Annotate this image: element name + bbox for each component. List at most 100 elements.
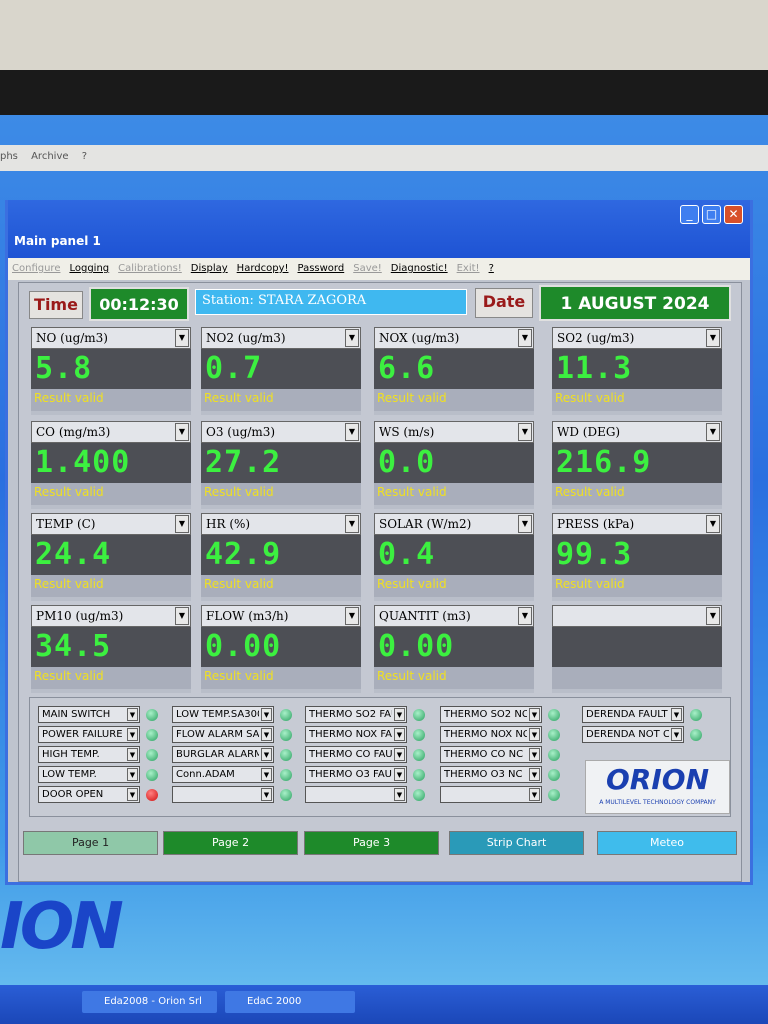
chevron-down-icon[interactable]: ▼ [394, 728, 405, 741]
menu-save[interactable]: Save! [353, 263, 382, 274]
page-button-2[interactable]: Page 2 [163, 831, 298, 855]
sensor-selector[interactable]: NO (ug/m3) ▼ [31, 327, 191, 349]
alarm-selector[interactable]: THERMO O3 NC ▼ [440, 766, 542, 783]
chevron-down-icon[interactable]: ▼ [529, 748, 540, 761]
chevron-down-icon[interactable]: ▼ [671, 728, 682, 741]
chevron-down-icon[interactable]: ▼ [518, 515, 532, 533]
maximize-button[interactable]: □ [702, 205, 721, 224]
chevron-down-icon[interactable]: ▼ [394, 768, 405, 781]
chevron-down-icon[interactable]: ▼ [518, 329, 532, 347]
chevron-down-icon[interactable]: ▼ [261, 788, 272, 801]
chevron-down-icon[interactable]: ▼ [175, 515, 189, 533]
alarm-selector[interactable]: Conn.ADAM ▼ [172, 766, 274, 783]
alarm-selector[interactable]: BURGLAR ALARM ▼ [172, 746, 274, 763]
alarm-selector[interactable]: ▼ [305, 786, 407, 803]
chevron-down-icon[interactable]: ▼ [261, 708, 272, 721]
chevron-down-icon[interactable]: ▼ [127, 768, 138, 781]
chevron-down-icon[interactable]: ▼ [127, 748, 138, 761]
sensor-selector[interactable]: SO2 (ug/m3) ▼ [552, 327, 722, 349]
chevron-down-icon[interactable]: ▼ [261, 728, 272, 741]
page-button-1[interactable]: Page 1 [23, 831, 158, 855]
menu-configure[interactable]: Configure [12, 263, 61, 274]
sensor-selector[interactable]: PM10 (ug/m3) ▼ [31, 605, 191, 627]
menu-password[interactable]: Password [297, 263, 345, 274]
sensor-selector[interactable]: O3 (ug/m3) ▼ [201, 421, 361, 443]
alarm-selector[interactable]: THERMO O3 FAUL ▼ [305, 766, 407, 783]
chevron-down-icon[interactable]: ▼ [175, 423, 189, 441]
chevron-down-icon[interactable]: ▼ [345, 329, 359, 347]
chevron-down-icon[interactable]: ▼ [175, 607, 189, 625]
taskbar-item-eda2008[interactable]: Eda2008 - Orion Srl [82, 991, 217, 1013]
menu-diagnostic[interactable]: Diagnostic! [390, 263, 448, 274]
chevron-down-icon[interactable]: ▼ [127, 708, 138, 721]
chevron-down-icon[interactable]: ▼ [127, 728, 138, 741]
page-button-3[interactable]: Page 3 [304, 831, 439, 855]
menu-archive[interactable]: Archive [31, 151, 69, 162]
sensor-selector[interactable]: QUANTIT (m3) ▼ [374, 605, 534, 627]
alarm-selector[interactable]: MAIN SWITCH ▼ [38, 706, 140, 723]
alarm-selector[interactable]: THERMO NOX NC ▼ [440, 726, 542, 743]
sensor-selector[interactable]: NOX (ug/m3) ▼ [374, 327, 534, 349]
menu-calibrations[interactable]: Calibrations! [118, 263, 182, 274]
sensor-selector[interactable]: WS (m/s) ▼ [374, 421, 534, 443]
alarm-selector[interactable]: THERMO CO FAUL ▼ [305, 746, 407, 763]
sensor-selector[interactable]: SOLAR (W/m2) ▼ [374, 513, 534, 535]
alarm-selector[interactable]: THERMO NOX FAU ▼ [305, 726, 407, 743]
chevron-down-icon[interactable]: ▼ [127, 788, 138, 801]
chevron-down-icon[interactable]: ▼ [345, 607, 359, 625]
chevron-down-icon[interactable]: ▼ [394, 748, 405, 761]
alarm-selector[interactable]: FLOW ALARM SA3 ▼ [172, 726, 274, 743]
chevron-down-icon[interactable]: ▼ [394, 788, 405, 801]
chevron-down-icon[interactable]: ▼ [706, 423, 720, 441]
chevron-down-icon[interactable]: ▼ [261, 748, 272, 761]
alarm-selector[interactable]: POWER FAILURE ▼ [38, 726, 140, 743]
chevron-down-icon[interactable]: ▼ [671, 708, 682, 721]
alarm-selector[interactable]: THERMO CO NC ▼ [440, 746, 542, 763]
chevron-down-icon[interactable]: ▼ [261, 768, 272, 781]
alarm-selector[interactable]: ▼ [440, 786, 542, 803]
menu-graphs[interactable]: phs [0, 151, 18, 162]
chevron-down-icon[interactable]: ▼ [518, 423, 532, 441]
title-bar: Main panel 1 _ □ ✕ [8, 200, 750, 258]
alarm-selector[interactable]: THERMO SO2 NC ▼ [440, 706, 542, 723]
taskbar-item-edac2000[interactable]: EdaC 2000 [225, 991, 355, 1013]
sensor-selector[interactable]: HR (%) ▼ [201, 513, 361, 535]
chevron-down-icon[interactable]: ▼ [394, 708, 405, 721]
menu-logging[interactable]: Logging [69, 263, 110, 274]
sensor-selector[interactable]: PRESS (kPa) ▼ [552, 513, 722, 535]
sensor-selector[interactable]: NO2 (ug/m3) ▼ [201, 327, 361, 349]
chevron-down-icon[interactable]: ▼ [706, 607, 720, 625]
sensor-selector[interactable]: CO (mg/m3) ▼ [31, 421, 191, 443]
chevron-down-icon[interactable]: ▼ [518, 607, 532, 625]
chevron-down-icon[interactable]: ▼ [345, 423, 359, 441]
alarm-selector[interactable]: LOW TEMP.SA300(▼ [172, 706, 274, 723]
chevron-down-icon[interactable]: ▼ [706, 515, 720, 533]
chevron-down-icon[interactable]: ▼ [529, 768, 540, 781]
alarm-selector[interactable]: THERMO SO2 FAU ▼ [305, 706, 407, 723]
minimize-button[interactable]: _ [680, 205, 699, 224]
chevron-down-icon[interactable]: ▼ [706, 329, 720, 347]
page-button-5[interactable]: Meteo [597, 831, 737, 855]
page-button-4[interactable]: Strip Chart [449, 831, 584, 855]
close-button[interactable]: ✕ [724, 205, 743, 224]
alarm-selector[interactable]: DOOR OPEN ▼ [38, 786, 140, 803]
menu-display[interactable]: Display [190, 263, 228, 274]
chevron-down-icon[interactable]: ▼ [175, 329, 189, 347]
chevron-down-icon[interactable]: ▼ [529, 708, 540, 721]
menu-help[interactable]: ? [81, 151, 88, 162]
chevron-down-icon[interactable]: ▼ [529, 728, 540, 741]
sensor-selector[interactable]: WD (DEG) ▼ [552, 421, 722, 443]
sensor-selector[interactable]: FLOW (m3/h) ▼ [201, 605, 361, 627]
chevron-down-icon[interactable]: ▼ [345, 515, 359, 533]
menu-exit[interactable]: Exit! [456, 263, 480, 274]
alarm-selector[interactable]: DERENDA NOT CO ▼ [582, 726, 684, 743]
chevron-down-icon[interactable]: ▼ [529, 788, 540, 801]
alarm-selector[interactable]: LOW TEMP. ▼ [38, 766, 140, 783]
alarm-selector[interactable]: ▼ [172, 786, 274, 803]
menu-help[interactable]: ? [488, 263, 494, 274]
alarm-selector[interactable]: DERENDA FAULT ▼ [582, 706, 684, 723]
alarm-selector[interactable]: HIGH TEMP. ▼ [38, 746, 140, 763]
sensor-selector[interactable]: ▼ [552, 605, 722, 627]
menu-hardcopy[interactable]: Hardcopy! [236, 263, 289, 274]
sensor-selector[interactable]: TEMP (C) ▼ [31, 513, 191, 535]
